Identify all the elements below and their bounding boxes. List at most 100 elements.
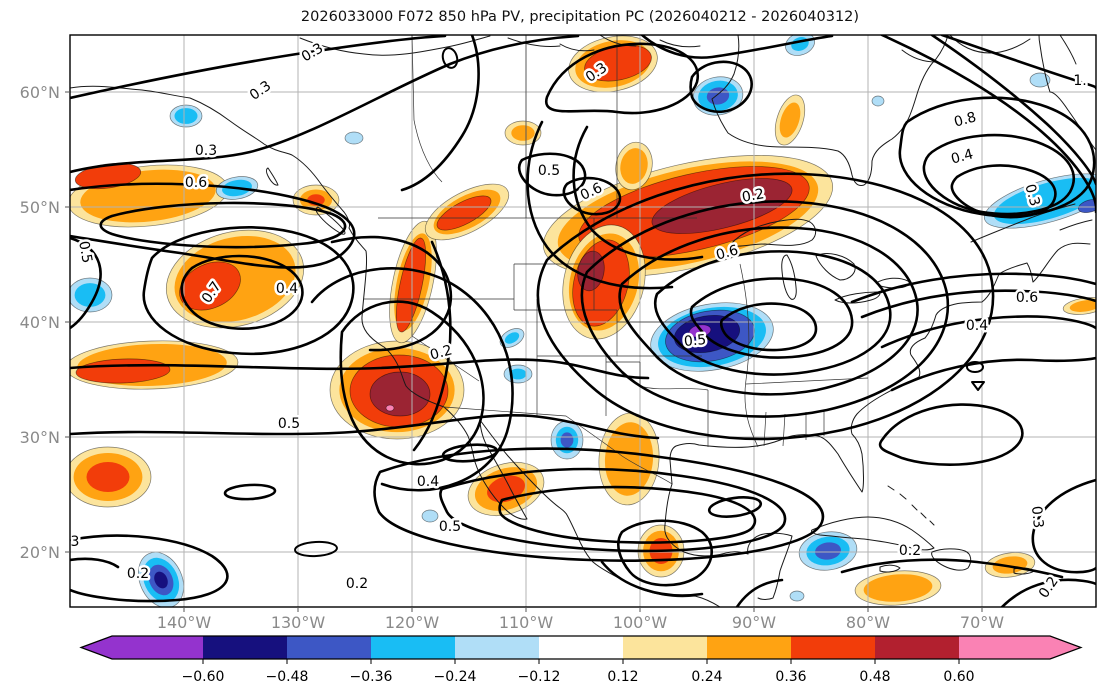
warm-anomaly-region [467, 461, 545, 517]
lat-tick-label: 50°N [20, 198, 60, 217]
contour-label: 0.2 [1036, 574, 1062, 601]
contour-line [878, 403, 1024, 466]
contour-label: 0.5 [538, 163, 560, 179]
border-path [411, 299, 480, 382]
colorbar-segment [455, 636, 539, 659]
warm-anomaly-region [774, 94, 806, 146]
border-path [639, 385, 709, 391]
lat-tick-label: 30°N [20, 428, 60, 447]
warm-anomaly-region [395, 237, 427, 333]
colorbar-tick-label: −0.48 [266, 669, 309, 685]
coastline-path [266, 167, 279, 186]
border-path [411, 35, 443, 183]
contour-line [70, 182, 356, 269]
colorbar-segment [875, 636, 959, 659]
contour-line [294, 540, 338, 558]
coastline-path [669, 242, 1091, 493]
contour-line [441, 47, 459, 69]
contour-line [70, 358, 650, 380]
contour-line [898, 96, 1096, 218]
contour-line [880, 315, 1096, 349]
contour-line [180, 254, 304, 330]
contour-label: 0.6 [1016, 290, 1038, 306]
contour-line [1000, 578, 1096, 607]
anomaly-fill-level [863, 574, 933, 602]
contour-label: 0.5 [75, 240, 95, 265]
cold-anomaly-region [138, 551, 184, 607]
contour-line [310, 267, 514, 492]
contour-line [640, 35, 834, 59]
contour-line [689, 60, 753, 113]
coastline-path [664, 483, 749, 557]
colorbar-segment [539, 636, 623, 659]
contour-label: 0.8 [952, 109, 978, 130]
contour-line [339, 300, 485, 466]
colorbar-over-arrow [959, 636, 1081, 659]
contour-line [940, 35, 1096, 90]
contour-line [439, 467, 787, 553]
contour-line [850, 272, 1096, 304]
lon-tick-label: 90°W [732, 613, 776, 632]
lat-tick-label: 60°N [20, 83, 60, 102]
coastline-path [834, 291, 881, 304]
contour-label: 0.4 [417, 474, 439, 490]
lon-tick-label: 120°W [385, 613, 440, 632]
colorbar-tick-label: −0.36 [350, 669, 393, 685]
warm-anomaly-region [854, 570, 942, 606]
contour-line [142, 226, 355, 356]
cold-anomaly-region [499, 328, 525, 348]
lon-tick-label: 70°W [960, 613, 1004, 632]
contour-line [840, 558, 1064, 579]
contour-label: 0.4 [276, 281, 298, 297]
contour-line [412, 240, 452, 452]
coastline-path [559, 35, 701, 52]
map-frame [69, 34, 1097, 608]
border-path [763, 410, 825, 447]
contour-line [536, 172, 995, 441]
colorbar-tick-label: 0.12 [607, 669, 638, 685]
anomaly-fill-level [604, 422, 654, 496]
anomaly-fill-level [421, 509, 439, 523]
contour-line [600, 560, 704, 597]
contour-label: 0.3 [1028, 505, 1046, 529]
colorbar-segment [371, 636, 455, 659]
anomaly-fill-level [992, 556, 1028, 574]
contour-line [373, 447, 825, 562]
border-path [739, 263, 759, 448]
lon-tick-label: 130°W [271, 613, 326, 632]
coastline-path [887, 485, 935, 526]
contour-line [735, 578, 784, 607]
chart-title: 2026033000 F072 850 hPa PV, precipitatio… [301, 9, 859, 25]
map-gridlines [70, 35, 1096, 607]
anomaly-fill-level [509, 368, 527, 380]
contour-line [707, 496, 763, 518]
contour-label: 0.4 [966, 318, 988, 334]
warm-anomaly-region [598, 412, 660, 506]
anomaly-fill-level [179, 261, 241, 311]
anomaly-fill-level [560, 432, 574, 448]
colorbar-tick-label: −0.24 [434, 669, 477, 685]
contour-label: 0.5 [683, 332, 707, 350]
contour-line [618, 226, 919, 396]
coastline-path [879, 564, 901, 573]
contour-label: 0.3 [299, 40, 326, 65]
colorbar-tick-label: 0.24 [691, 669, 722, 685]
cold-anomaly-region [1029, 72, 1051, 88]
contour-label: 0.2 [899, 543, 921, 559]
colorbar-segment [791, 636, 875, 659]
coastline-path [299, 35, 561, 56]
warm-anomaly-region [436, 195, 492, 231]
contour-line [70, 534, 229, 603]
anomaly-fill-level [1069, 300, 1096, 312]
cold-anomaly-region [503, 364, 533, 384]
warm-anomaly-region [984, 552, 1036, 578]
colorbar-under-arrow [81, 636, 203, 659]
cold-anomaly-region [550, 420, 584, 460]
contour-line [99, 201, 347, 249]
contour-line [719, 302, 818, 352]
colorbar-tick-label: 0.60 [943, 669, 974, 685]
anomaly-fill-level [779, 102, 801, 138]
contour-line [689, 277, 854, 359]
contour-line [971, 381, 985, 391]
